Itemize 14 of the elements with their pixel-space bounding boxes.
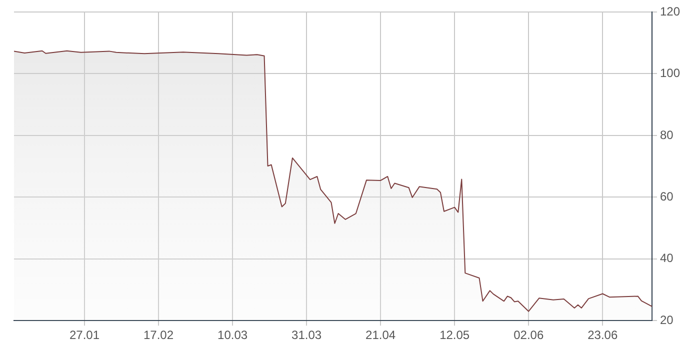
y-tick-label: 40 [660, 251, 674, 266]
x-tick-label: 17.02 [144, 328, 174, 342]
x-tick-label: 31.03 [292, 328, 322, 342]
y-tick-label: 60 [660, 189, 674, 204]
x-tick-label: 23.06 [588, 328, 618, 342]
x-tick-label: 27.01 [69, 328, 100, 342]
x-tick-label: 02.06 [514, 328, 544, 342]
x-tick-label: 21.04 [366, 328, 396, 342]
x-tick-label: 10.03 [218, 328, 248, 342]
y-tick-label: 100 [660, 66, 680, 80]
y-tick-label: 20 [660, 312, 674, 327]
y-tick-label: 120 [660, 4, 680, 18]
y-tick-label: 80 [660, 128, 674, 142]
x-tick-label: 12.05 [440, 328, 470, 342]
